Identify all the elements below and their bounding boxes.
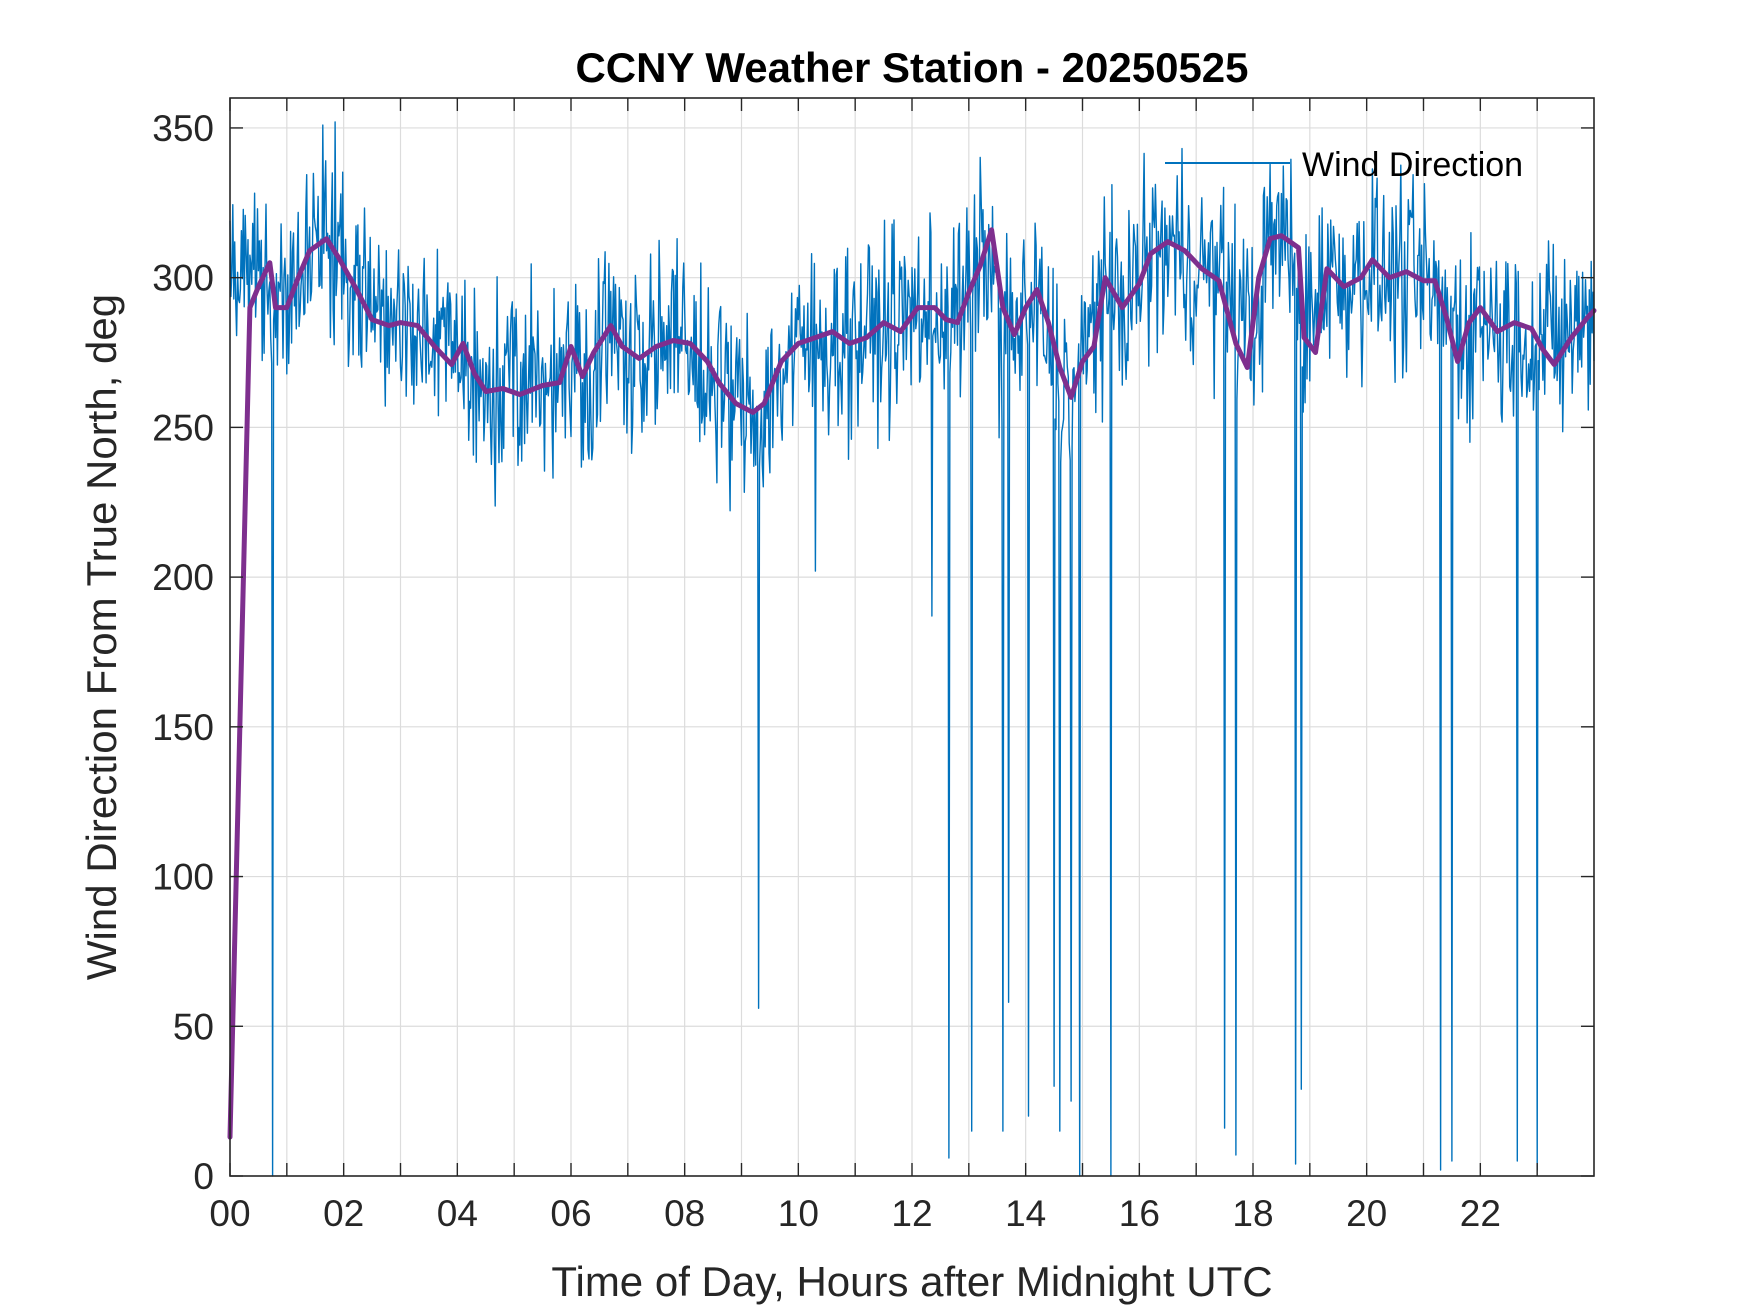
chart-title: CCNY Weather Station - 20250525 (575, 44, 1248, 91)
y-axis-label: Wind Direction From True North, deg (78, 294, 125, 980)
y-tick-label: 300 (152, 258, 214, 299)
x-tick-labels: 00 02 04 06 08 10 12 14 16 18 20 22 (209, 1193, 1500, 1234)
x-tick-label: 16 (1119, 1193, 1160, 1234)
x-tick-label: 18 (1232, 1193, 1273, 1234)
x-tick-label: 08 (664, 1193, 705, 1234)
x-tick-label: 10 (778, 1193, 819, 1234)
legend-label-wind-direction: Wind Direction (1302, 146, 1523, 184)
y-tick-label: 200 (152, 557, 214, 598)
x-tick-label: 14 (1005, 1193, 1046, 1234)
series-running-mean-line (227, 227, 1597, 1140)
x-tick-label: 06 (550, 1193, 591, 1234)
x-tick-label: 04 (437, 1193, 478, 1234)
x-tick-label: 00 (209, 1193, 250, 1234)
y-tick-label: 250 (152, 407, 214, 448)
legend: Wind Direction (1165, 146, 1523, 184)
x-tick-label: 22 (1460, 1193, 1501, 1234)
x-axis-label: Time of Day, Hours after Midnight UTC (551, 1258, 1272, 1305)
x-tick-label: 02 (323, 1193, 364, 1234)
y-tick-label: 350 (152, 108, 214, 149)
series-layer (227, 121, 1597, 1177)
x-tick-label: 20 (1346, 1193, 1387, 1234)
y-tick-label: 50 (173, 1006, 214, 1047)
series-wind-direction-line (229, 121, 1595, 1177)
y-tick-label: 0 (193, 1156, 214, 1197)
x-tick-label: 12 (891, 1193, 932, 1234)
ticks (229, 98, 1594, 1177)
y-tick-label: 150 (152, 707, 214, 748)
y-tick-label: 100 (152, 857, 214, 898)
y-tick-labels: 0 50 100 150 200 250 300 350 (152, 108, 214, 1197)
